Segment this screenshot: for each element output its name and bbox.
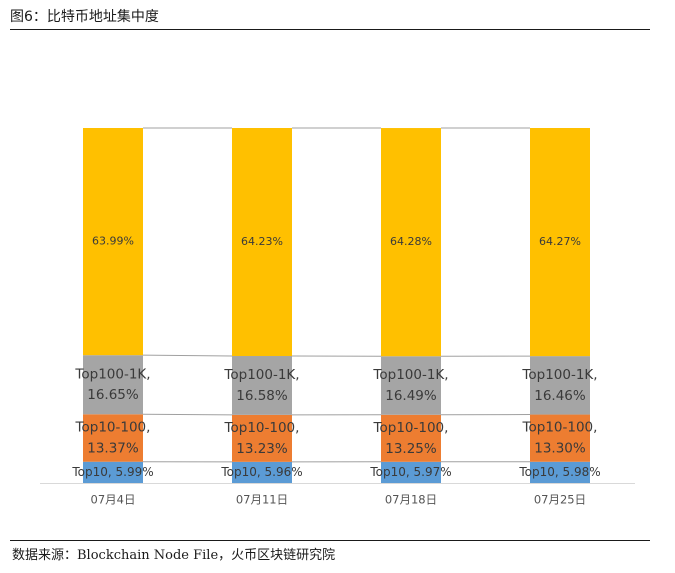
data-label-Top100-1K-1-line1: 16.58% bbox=[236, 388, 288, 404]
bar-Top10-2 bbox=[381, 461, 441, 483]
data-label-Top100-1K-2-line1: 16.49% bbox=[385, 388, 437, 404]
bar-Top10-100-0 bbox=[83, 414, 143, 462]
x-tick-label-1: 07月11日 bbox=[236, 493, 288, 507]
data-label-Top10-100-0-line1: 13.37% bbox=[87, 440, 139, 456]
data-label-Top1K+-3: 64.27% bbox=[539, 235, 581, 248]
data-label-Top10-0: Top10, 5.99% bbox=[71, 465, 153, 479]
data-label-Top100-1K-2-line0: Top100-1K, bbox=[372, 367, 448, 383]
data-label-Top10-100-3-line0: Top10-100, bbox=[522, 420, 598, 436]
bar-Top1K+-0 bbox=[83, 128, 143, 356]
series-line-Top10-100-0 bbox=[142, 413, 233, 416]
bar-Top100-1K-2 bbox=[381, 356, 441, 415]
source-rule bbox=[10, 540, 650, 541]
x-tick-label-2: 07月18日 bbox=[385, 493, 437, 507]
source-note: 数据来源：Blockchain Node File，火币区块链研究院 bbox=[12, 548, 336, 563]
data-label-Top10-1: Top10, 5.96% bbox=[220, 465, 302, 479]
data-label-Top10-3: Top10, 5.98% bbox=[518, 465, 600, 479]
data-label-Top10-100-1-line1: 13.23% bbox=[236, 441, 288, 457]
bar-Top100-1K-3 bbox=[530, 356, 590, 415]
series-line-Top100-1K-0 bbox=[142, 354, 233, 357]
x-tick-label-3: 07月25日 bbox=[534, 493, 586, 507]
bar-Top10-1 bbox=[232, 461, 292, 483]
data-label-Top10-2: Top10, 5.97% bbox=[369, 465, 451, 479]
data-label-Top100-1K-3-line1: 16.46% bbox=[534, 388, 586, 404]
bar-Top100-1K-0 bbox=[83, 355, 143, 415]
data-label-Top10-100-0-line0: Top10-100, bbox=[75, 420, 151, 436]
data-label-Top1K+-1: 64.23% bbox=[241, 235, 283, 248]
bar-Top10-3 bbox=[530, 461, 590, 483]
data-label-Top1K+-2: 64.28% bbox=[390, 235, 432, 248]
data-label-Top10-100-2-line1: 13.25% bbox=[385, 441, 437, 457]
bar-Top10-100-3 bbox=[530, 414, 590, 462]
data-label-Top1K+-0: 63.99% bbox=[92, 235, 134, 248]
data-label-Top10-100-1-line0: Top10-100, bbox=[224, 420, 300, 436]
bar-Top100-1K-1 bbox=[232, 356, 292, 415]
bar-Top10-100-1 bbox=[232, 414, 292, 462]
bar-Top10-0 bbox=[83, 461, 143, 483]
data-label-Top100-1K-1-line0: Top100-1K, bbox=[223, 367, 299, 383]
data-label-Top100-1K-0-line1: 16.65% bbox=[87, 387, 139, 403]
data-label-Top10-100-2-line0: Top10-100, bbox=[373, 420, 449, 436]
bar-Top1K+-3 bbox=[530, 128, 590, 357]
stacked-bar-chart: Top10, 5.99% Top10, 5.96% Top10, 5.97% Top1… bbox=[40, 127, 635, 507]
title-rule bbox=[10, 29, 650, 30]
bar-Top10-100-2 bbox=[381, 414, 441, 462]
data-label-Top100-1K-3-line0: Top100-1K, bbox=[521, 367, 597, 383]
bar-Top1K+-1 bbox=[232, 128, 292, 357]
data-label-Top100-1K-0-line0: Top100-1K, bbox=[74, 366, 150, 382]
bar-Top1K+-2 bbox=[381, 128, 441, 357]
data-label-Top10-100-3-line1: 13.30% bbox=[534, 441, 586, 457]
figure-title: 图6：比特币地址集中度 bbox=[10, 9, 159, 25]
x-tick-label-0: 07月4日 bbox=[91, 493, 136, 507]
